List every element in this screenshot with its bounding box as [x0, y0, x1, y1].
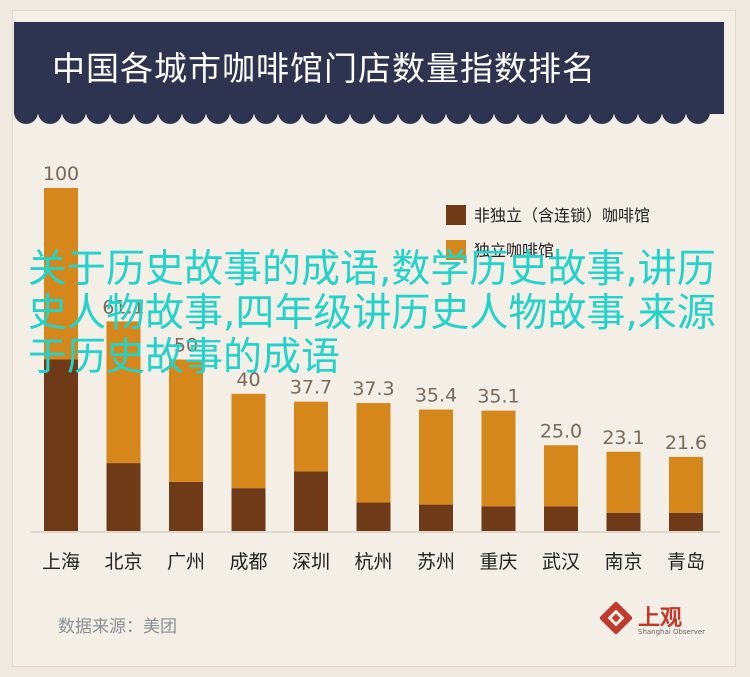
data-source: 数据来源：美团 [58, 617, 177, 637]
scallop [494, 112, 518, 124]
scallop [158, 112, 182, 124]
bar-independent-9 [606, 451, 641, 513]
x-tick-label: 成都 [229, 551, 267, 573]
scallop [350, 112, 374, 124]
bar-independent-6 [419, 409, 453, 505]
bar-value-label: 37.7 [290, 377, 332, 399]
x-tick-label: 苏州 [417, 551, 455, 573]
bar-value-label: 50 [174, 335, 198, 357]
legend-swatch-1 [446, 240, 466, 260]
scallop [110, 112, 134, 124]
bar-chain-9 [606, 512, 641, 531]
scallop [446, 112, 470, 124]
x-tick-label: 武汉 [542, 551, 580, 573]
bar-value-label: 21.6 [665, 432, 707, 454]
bar-chart: 100 上海 61.1 北京 50 广州 40 成都 37.7 深圳 37.3 杭州 35.4 苏州 35.… [30, 163, 720, 573]
legend-label-1: 独立咖啡馆 [474, 241, 554, 260]
bar-chain-1 [106, 463, 141, 531]
scallop [590, 112, 614, 124]
overlay-caption: 关于历史故事的成语,数学历史故事,讲历史人物故事,四年级讲历史人物故事,来源于历… [28, 247, 716, 380]
scallop [278, 112, 302, 124]
shanghai-observer-logo-icon [600, 602, 632, 634]
scallop [686, 112, 710, 124]
x-tick-label: 重庆 [479, 551, 517, 573]
legend-swatch-0 [446, 205, 466, 225]
bar-chain-10 [669, 512, 703, 531]
bar-value-label: 100 [43, 163, 79, 185]
scallop [638, 112, 662, 124]
scallop [62, 112, 86, 124]
bar-independent-4 [294, 401, 328, 472]
bar-independent-5 [356, 403, 391, 503]
title-banner [14, 22, 724, 114]
bar-independent-3 [231, 393, 266, 489]
scallop [614, 112, 638, 124]
scallop [302, 112, 326, 124]
bar-value-label: 61.1 [102, 296, 144, 318]
bar-independent-8 [544, 445, 578, 507]
scallop [518, 112, 542, 124]
bar-chain-4 [294, 471, 328, 531]
bar-independent-7 [481, 410, 516, 507]
scallop [566, 112, 590, 124]
x-tick-label: 南京 [604, 551, 642, 573]
x-tick-label: 深圳 [292, 551, 330, 573]
scallop [230, 112, 254, 124]
scallop [14, 112, 38, 124]
bar-chain-8 [544, 506, 578, 531]
x-tick-label: 杭州 [354, 551, 392, 573]
legend-label-0: 非独立（含连锁）咖啡馆 [474, 206, 650, 225]
scallop [86, 112, 110, 124]
logo-subtitle: Shanghai Observer [638, 628, 706, 636]
scallop [542, 112, 566, 124]
bar-value-label: 40 [236, 369, 260, 391]
scallop [470, 112, 494, 124]
bar-chain-5 [356, 502, 391, 531]
bar-chain-7 [481, 506, 516, 531]
bar-chain-2 [169, 481, 203, 531]
bar-independent-2 [169, 359, 203, 482]
scallop-border [14, 112, 710, 124]
bar-value-label: 23.1 [602, 427, 644, 449]
logo-text: 上观 [638, 606, 683, 631]
bar-independent-1 [106, 321, 141, 464]
scallop [422, 112, 446, 124]
scallop [662, 112, 686, 124]
x-tick-label: 青岛 [667, 551, 705, 573]
scallop [206, 112, 230, 124]
bar-chain-0 [44, 359, 78, 531]
bar-chain-3 [231, 488, 266, 531]
x-tick-label: 广州 [167, 551, 205, 573]
scallop [38, 112, 62, 124]
scallop [398, 112, 422, 124]
bar-value-label: 35.4 [415, 385, 457, 407]
bar-independent-0 [44, 188, 78, 360]
bar-chain-6 [419, 504, 453, 531]
scallop [254, 112, 278, 124]
bar-value-label: 25.0 [540, 420, 582, 442]
scallop [326, 112, 350, 124]
bar-independent-10 [669, 456, 703, 513]
x-tick-label: 上海 [42, 551, 80, 573]
scallop [182, 112, 206, 124]
chart-title: 中国各城市咖啡馆门店数量指数排名 [52, 49, 596, 88]
bar-value-label: 37.3 [352, 378, 394, 400]
x-tick-label: 北京 [104, 551, 142, 573]
bar-value-label: 35.1 [477, 386, 519, 408]
scallop [134, 112, 158, 124]
scallop [374, 112, 398, 124]
publisher-logo: 上观 Shanghai Observer [600, 600, 720, 640]
